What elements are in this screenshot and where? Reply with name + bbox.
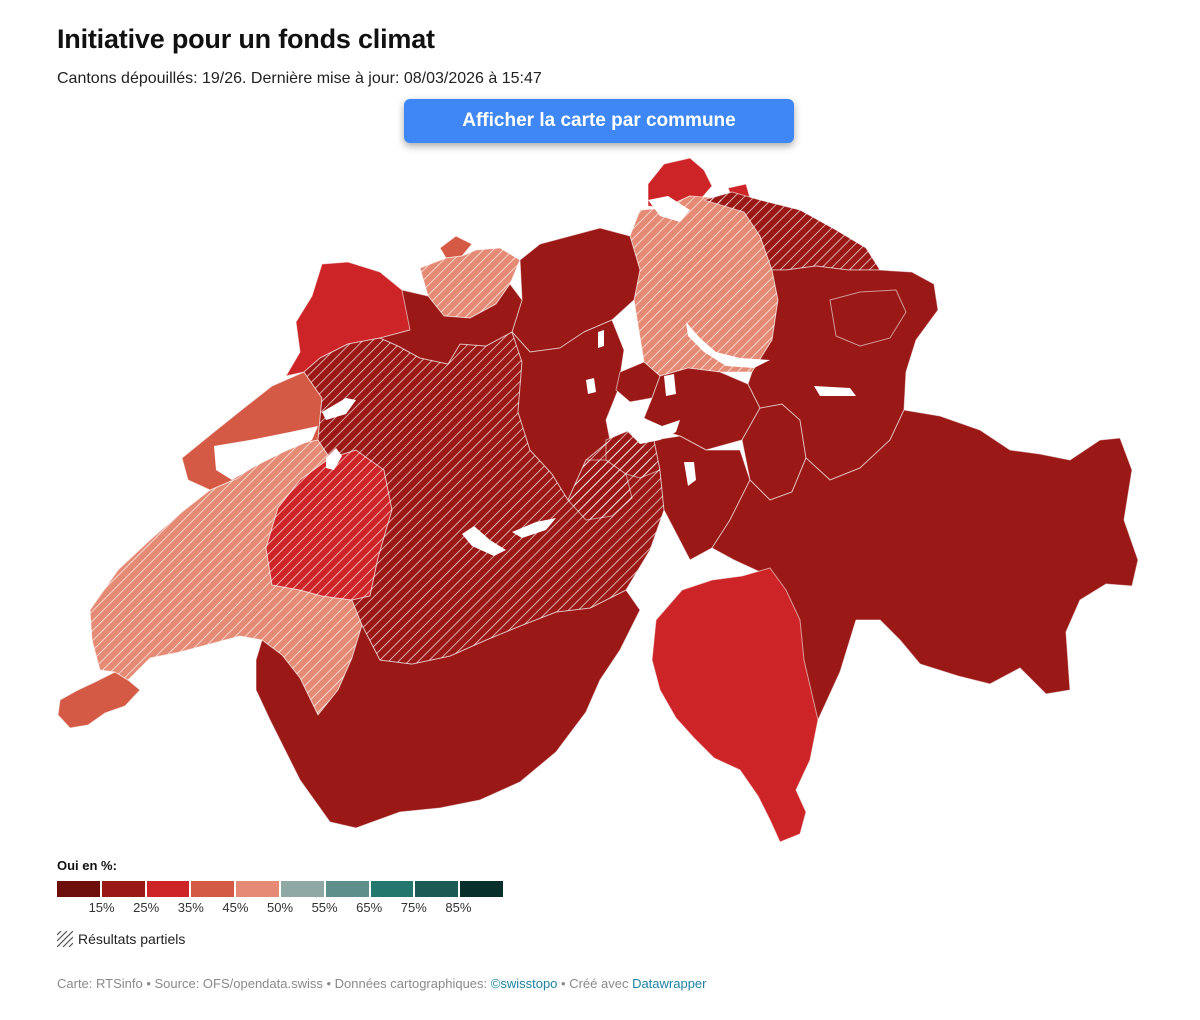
lake-2 <box>326 448 342 470</box>
lake-8 <box>686 322 770 368</box>
legend-color-scale <box>57 881 503 897</box>
legend-swatch-6 <box>280 881 326 897</box>
page-subtitle: Cantons dépouillés: 19/26. Dernière mise… <box>57 70 542 87</box>
legend-tick-label: 35% <box>177 900 204 915</box>
legend-tick-label: 65% <box>356 900 383 915</box>
canton-argovie[interactable] <box>511 227 641 353</box>
show-commune-map-button[interactable]: Afficher la carte par commune <box>404 99 794 143</box>
legend-title: Oui en %: <box>57 858 117 873</box>
legend-tick-label: 15% <box>88 900 115 915</box>
lake-5 <box>512 518 556 538</box>
legend-swatch-4 <box>191 881 237 897</box>
canton-appenzell[interactable] <box>829 289 907 347</box>
canton-grisons[interactable] <box>711 409 1139 721</box>
lake-3 <box>322 398 356 420</box>
legend-swatch-3 <box>146 881 192 897</box>
legend-swatch-1 <box>57 881 102 897</box>
legend-swatch-5 <box>236 881 281 897</box>
lake-4 <box>462 526 506 556</box>
footer-credits: Carte: RTSinfo • Source: OFS/opendata.sw… <box>57 976 707 991</box>
footer-created-with: • Créé avec <box>557 976 633 991</box>
lake-7 <box>684 462 696 486</box>
footer-source: Carte: RTSinfo • Source: OFS/opendata.sw… <box>57 976 491 991</box>
legend-tick-label: 50% <box>266 900 294 915</box>
legend-tick-label: 25% <box>133 900 160 915</box>
swisstopo-link[interactable]: ©swisstopo <box>490 976 558 991</box>
partial-results-key: Résultats partiels <box>57 931 185 947</box>
legend-tick-label: 55% <box>311 900 338 915</box>
legend-swatch-7 <box>325 881 371 897</box>
page-title: Initiative pour un fonds climat <box>57 24 435 54</box>
hatch-icon <box>57 931 73 947</box>
legend-swatch-9 <box>415 881 461 897</box>
lake-1 <box>214 426 318 480</box>
lake-12 <box>598 330 604 348</box>
legend-tick-label: 75% <box>400 900 427 915</box>
legend-swatch-10 <box>460 881 503 897</box>
partial-results-label: Résultats partiels <box>78 931 186 947</box>
lake-9 <box>814 386 856 396</box>
lake-6 <box>626 418 680 444</box>
lake-11 <box>664 374 676 396</box>
legend-swatch-8 <box>370 881 416 897</box>
legend-ticks: 15% 25% 35% 45% 50% 55% 65% 75% 85% <box>57 900 503 918</box>
legend-tick-label: 85% <box>445 900 472 915</box>
legend-tick-label: 45% <box>222 900 249 915</box>
canton-tessin[interactable] <box>651 567 819 843</box>
legend-swatch-2 <box>101 881 147 897</box>
switzerland-map <box>57 157 1139 843</box>
lake-13 <box>648 196 690 222</box>
lake-10 <box>586 378 596 394</box>
datawrapper-link[interactable]: Datawrapper <box>632 976 707 991</box>
